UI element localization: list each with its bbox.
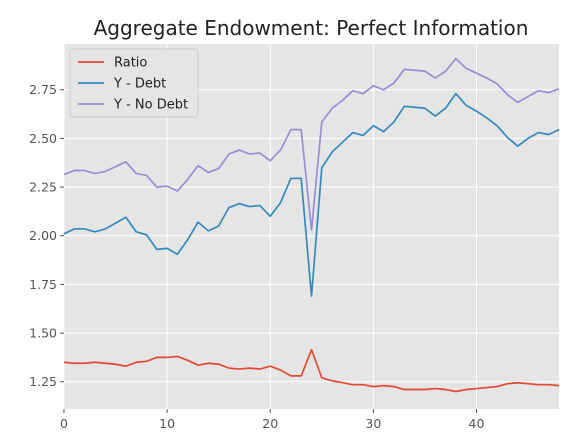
x-tick-label: 20: [262, 416, 278, 431]
series-line-1: [63, 92, 560, 297]
y-axis: 1.25 1.50 1.75 2.00 2.25 2.50 2.75: [29, 82, 64, 389]
legend-label: Y - Debt: [113, 77, 166, 92]
legend: Ratio Y - Debt Y - No Debt: [69, 48, 199, 118]
series-lines: [63, 57, 560, 393]
y-tick-label: 1.75: [29, 277, 57, 292]
y-tick-label: 1.50: [29, 326, 57, 341]
chart-title: Aggregate Endowment: Perfect Information: [94, 16, 529, 40]
x-tick-label: 30: [365, 416, 381, 431]
legend-box: [69, 48, 199, 118]
y-tick-label: 1.25: [29, 374, 57, 389]
y-tick-label: 2.75: [29, 82, 57, 97]
y-tick-label: 2.00: [29, 228, 57, 243]
series-line-2: [63, 57, 560, 231]
y-tick-label: 2.50: [29, 131, 57, 146]
series-line-0: [63, 348, 560, 393]
x-tick-label: 40: [469, 416, 485, 431]
x-tick-label: 10: [159, 416, 175, 431]
x-tick-label: 0: [60, 416, 68, 431]
y-tick-label: 2.25: [29, 180, 57, 195]
legend-label: Y - No Debt: [113, 98, 188, 113]
x-axis: 0 10 20 30 40: [60, 409, 484, 431]
legend-label: Ratio: [114, 56, 147, 71]
